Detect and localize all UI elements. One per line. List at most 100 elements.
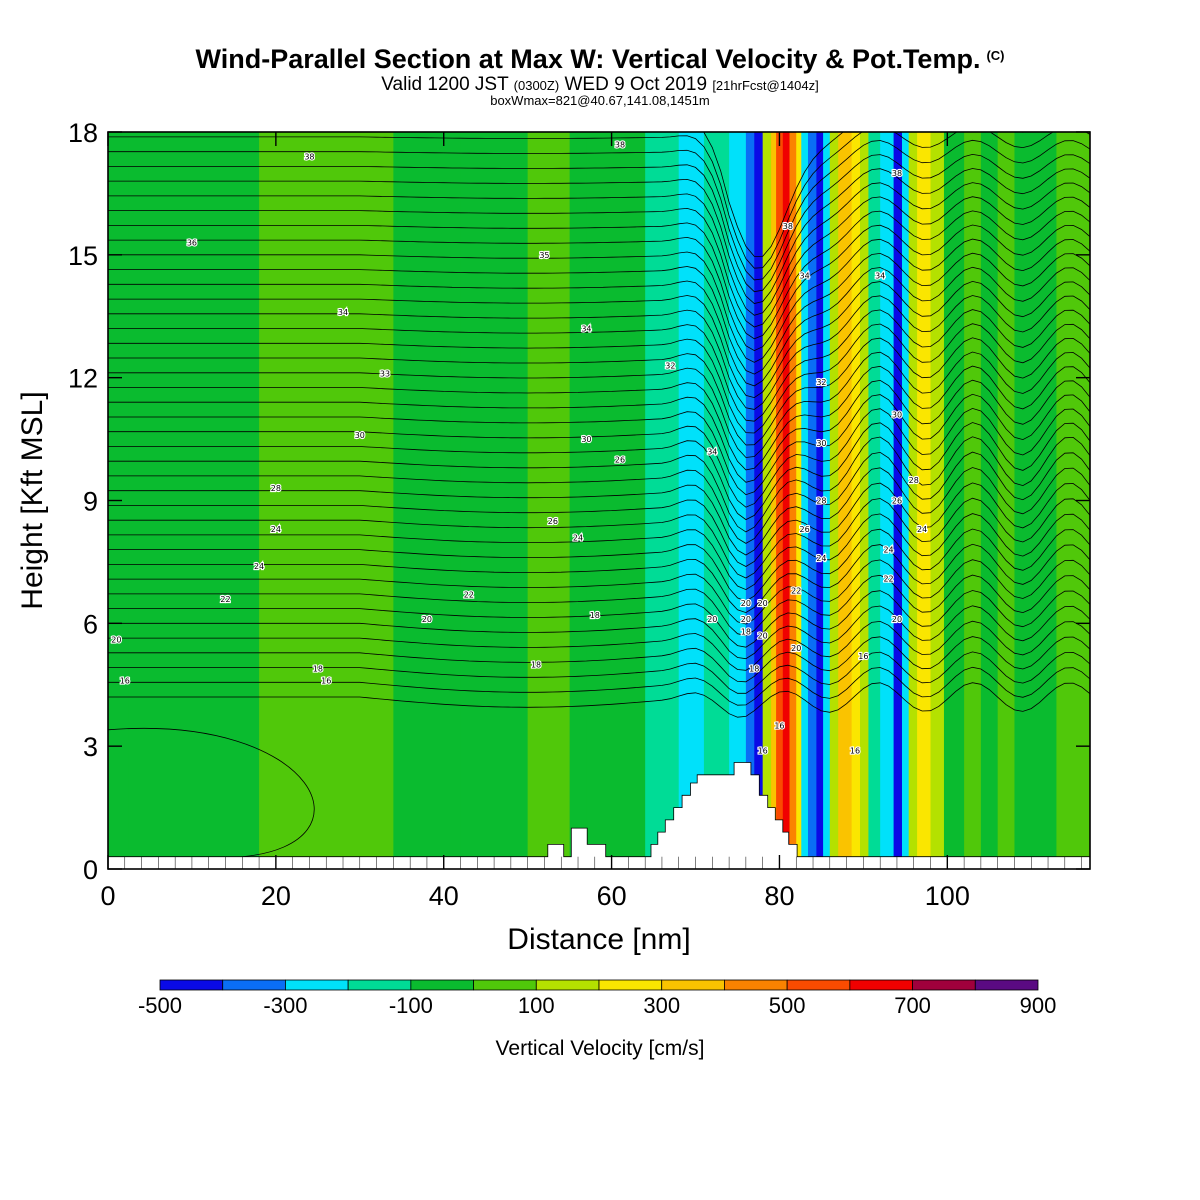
velocity-column xyxy=(997,132,1015,869)
theta-contour-label: 16 xyxy=(321,677,331,686)
theta-contour-line xyxy=(108,407,1090,508)
theta-contour-label: 28 xyxy=(909,476,919,485)
theta-contour-label: 18 xyxy=(749,664,759,673)
theta-contour-line xyxy=(108,168,1090,304)
theta-contour-label: 24 xyxy=(573,533,583,542)
theta-contour-label: 30 xyxy=(892,411,902,420)
theta-contour-label: 38 xyxy=(892,169,902,178)
theta-contour-line xyxy=(108,636,1090,683)
theta-contour-label: 20 xyxy=(791,644,801,653)
velocity-column xyxy=(460,132,529,869)
chart-title: Wind-Parallel Section at Max W: Vertical… xyxy=(0,44,1200,75)
theta-contour-label: 32 xyxy=(816,378,826,387)
velocity-column xyxy=(868,132,881,869)
theta-contour-label: 18 xyxy=(741,628,751,637)
theta-contour-line xyxy=(108,620,1090,671)
chart-subtitle: Valid 1200 JST (0300Z) WED 9 Oct 2019 [2… xyxy=(0,74,1200,96)
theta-contour-label: 16 xyxy=(850,746,860,755)
velocity-column xyxy=(917,132,931,869)
theta-contour-line xyxy=(108,559,1090,625)
theta-contour-label: 16 xyxy=(858,652,868,661)
theta-contour-line xyxy=(108,224,1090,352)
theta-contour-label: 20 xyxy=(892,615,902,624)
velocity-column xyxy=(908,132,918,869)
theta-contour-label: 18 xyxy=(313,664,323,673)
velocity-column xyxy=(782,132,790,869)
theta-contour-label: 24 xyxy=(816,554,826,563)
theta-contour-line xyxy=(108,666,1090,706)
theta-contour-label: 34 xyxy=(800,271,810,280)
velocity-column xyxy=(776,132,784,869)
theta-contour-line xyxy=(108,337,1090,446)
theta-contour-line xyxy=(108,422,1090,521)
theta-contour-label: 20 xyxy=(741,615,751,624)
theta-contour-line xyxy=(108,351,1090,458)
subtitle-date: WED 9 Oct 2019 xyxy=(564,74,708,95)
theta-contour-label: 20 xyxy=(758,599,768,608)
colorbar-tick-label: -100 xyxy=(389,993,433,1018)
y-tick-label: 9 xyxy=(83,487,98,517)
y-tick-label: 12 xyxy=(68,364,98,394)
x-tick-label: 100 xyxy=(925,881,970,911)
theta-contour-label: 34 xyxy=(581,325,591,334)
theta-contour-label: 20 xyxy=(422,615,432,624)
theta-contour-layer xyxy=(108,132,1090,858)
colorbar-swatch xyxy=(159,979,224,991)
theta-contour-label: 26 xyxy=(548,517,558,526)
colorbar-tick-label: -500 xyxy=(138,993,182,1018)
theta-contour-label: 34 xyxy=(338,308,348,317)
y-tick-label: 3 xyxy=(83,732,98,762)
velocity-column xyxy=(703,132,730,869)
theta-contour-label: 26 xyxy=(615,456,625,465)
theta-contour-line xyxy=(108,605,1090,660)
velocity-column xyxy=(901,132,910,869)
theta-contour-line xyxy=(108,682,1090,718)
theta-contour-label: 34 xyxy=(875,271,885,280)
velocity-column xyxy=(393,132,461,869)
theta-contour-label: 30 xyxy=(581,435,591,444)
velocity-column xyxy=(259,132,344,869)
theta-contour-line xyxy=(108,436,1090,533)
theta-contour-line xyxy=(108,482,1090,567)
theta-contour-line xyxy=(108,238,1090,363)
velocity-column xyxy=(586,132,646,869)
subtitle-valid: Valid 1200 JST xyxy=(381,74,509,95)
colorbar-swatch xyxy=(410,979,474,991)
colorbar-swatch xyxy=(724,979,788,991)
theta-contour-line xyxy=(108,153,1090,293)
theta-contour-line xyxy=(108,182,1090,316)
colorbar-swatch xyxy=(661,979,725,991)
velocity-column xyxy=(762,132,772,869)
theta-contour-label: 24 xyxy=(883,546,893,555)
theta-contour-line xyxy=(108,528,1090,602)
theta-contour-label: 22 xyxy=(464,591,474,600)
theta-contour-line xyxy=(108,393,1090,496)
velocity-column xyxy=(964,132,982,869)
velocity-column xyxy=(527,132,571,869)
velocity-column xyxy=(745,132,755,869)
theta-contour-label: 16 xyxy=(758,746,768,755)
y-tick-label: 0 xyxy=(83,855,98,885)
velocity-column xyxy=(930,132,945,869)
theta-contour-line xyxy=(108,132,1090,269)
colorbar-swatch xyxy=(347,979,412,991)
theta-contour-label: 35 xyxy=(539,251,549,260)
colorbar-tick-label: 100 xyxy=(518,993,555,1018)
colorbar-tick-label: 900 xyxy=(1020,993,1057,1018)
subtitle-forecast: [21hrFcst@1404z] xyxy=(712,78,819,93)
theta-contour-label: 32 xyxy=(665,361,675,370)
velocity-column xyxy=(816,132,824,869)
y-axis-label: Height [Kft MSL] xyxy=(16,391,49,609)
theta-contour-label: 22 xyxy=(220,595,230,604)
box-wmax-line: boxWmax=821@40.67,141.08,1451m xyxy=(490,93,710,108)
theta-contour-line xyxy=(108,497,1090,579)
theta-contour-label: 30 xyxy=(355,431,365,440)
theta-contour-label: 20 xyxy=(111,636,121,645)
theta-contour-label: 18 xyxy=(590,611,600,620)
colorbar-swatch xyxy=(974,979,1039,991)
theta-contour-line xyxy=(108,451,1090,544)
colorbar-tick-label: 300 xyxy=(643,993,680,1018)
colorbar-swatch xyxy=(786,979,851,991)
x-tick-label: 0 xyxy=(100,881,115,911)
